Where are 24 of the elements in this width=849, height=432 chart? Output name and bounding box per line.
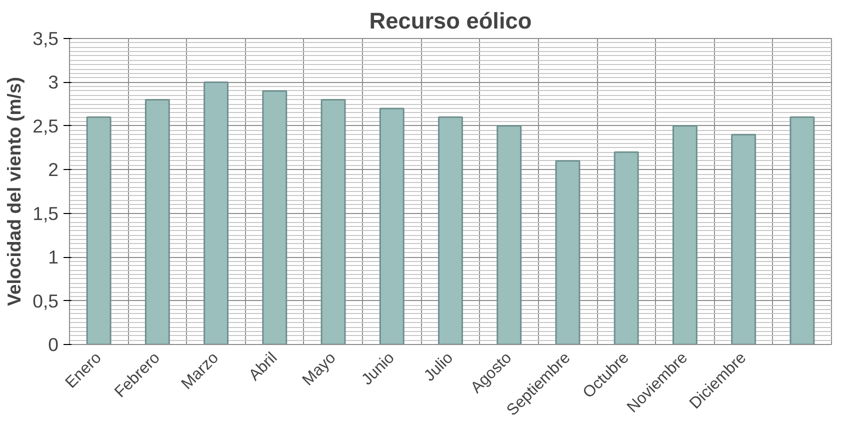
y-tick-label: 1 <box>48 246 59 268</box>
y-tick-label: 0,5 <box>32 290 59 312</box>
bar <box>204 81 229 344</box>
x-tick-label: Julio <box>421 349 457 385</box>
y-tick-label: 1,5 <box>32 202 59 224</box>
y-tick-label: 2,5 <box>32 115 59 136</box>
y-tick-label: 3 <box>48 72 59 93</box>
bar <box>320 98 346 344</box>
bar <box>496 125 522 344</box>
bar <box>614 151 639 344</box>
bar <box>672 125 698 344</box>
y-tick-label: 3,5 <box>32 28 59 49</box>
bar <box>262 90 288 344</box>
bar <box>731 134 756 344</box>
y-axis-title: Velocidad del viento (m/s) <box>4 76 25 306</box>
bar <box>790 116 815 344</box>
bar <box>379 108 404 344</box>
y-tick-label: 2 <box>48 159 59 180</box>
chart-title: Recurso eólico <box>369 8 532 34</box>
bar <box>144 98 170 344</box>
bar <box>86 116 112 344</box>
y-tick-label: 0 <box>48 334 59 355</box>
bar <box>438 116 463 344</box>
bar <box>555 160 580 344</box>
